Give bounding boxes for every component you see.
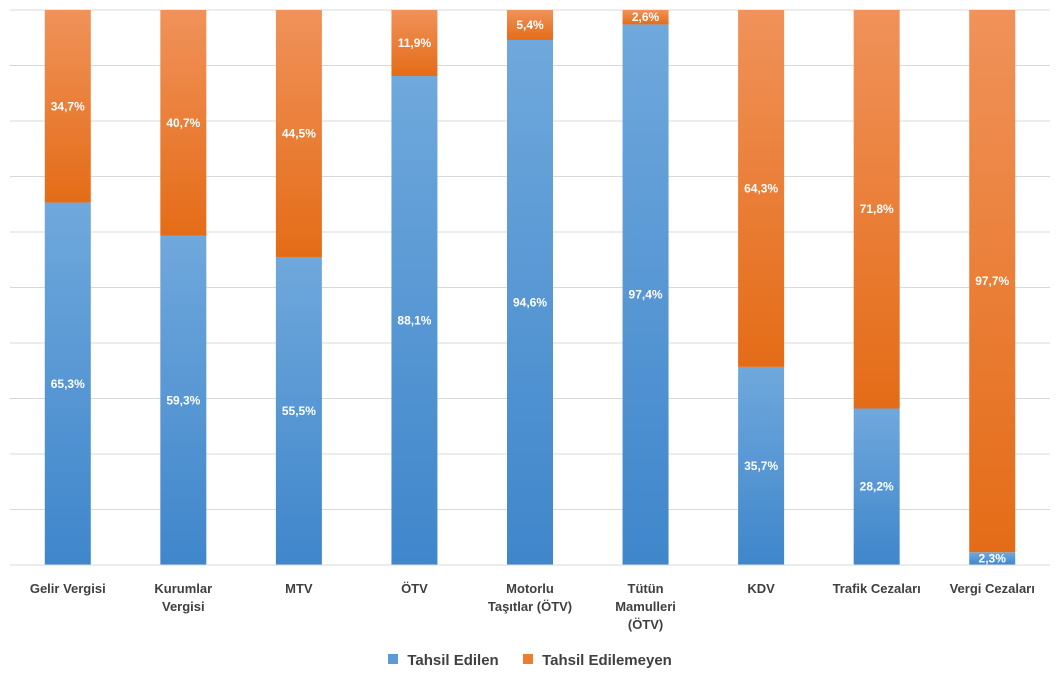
data-label: 2,3%: [979, 552, 1007, 566]
bar-tahsil-edilemeyen: [969, 10, 1016, 553]
data-label: 5,4%: [516, 18, 544, 32]
data-label: 65,3%: [51, 377, 85, 391]
bar-tahsil-edilen: [969, 552, 1016, 565]
category-label: Vergisi: [162, 599, 205, 614]
data-label: 11,9%: [398, 36, 432, 50]
bar-tahsil-edilemeyen: [160, 10, 207, 236]
bar-tahsil-edilemeyen: [391, 10, 438, 77]
bar-tahsil-edilen: [622, 24, 669, 566]
data-label: 40,7%: [166, 116, 200, 130]
data-label: 64,3%: [744, 181, 778, 195]
category-label: Taşıtlar (ÖTV): [488, 599, 572, 614]
category-label: Tütün: [628, 581, 664, 596]
category-labels: Gelir Vergisi Kurumlar Vergisi MTV ÖTV Motorl…: [30, 581, 1035, 632]
bar-tahsil-edilen: [391, 76, 438, 566]
category-label: Trafik Cezaları: [833, 581, 921, 596]
bar-tahsil-edilemeyen: [853, 10, 900, 409]
legend-label-tahsil-edilen: Tahsil Edilen: [407, 652, 499, 669]
legend-item-tahsil-edilemeyen: Tahsil Edilemeyen: [522, 652, 672, 669]
data-label: 71,8%: [860, 202, 894, 216]
category-label: Motorlu: [506, 581, 554, 596]
bar-tahsil-edilemeyen: [507, 10, 553, 40]
data-label: 44,5%: [282, 126, 316, 140]
category-label: MTV: [285, 581, 313, 596]
category-label: ÖTV: [401, 581, 428, 596]
data-label: 55,5%: [282, 404, 316, 418]
data-label: 35,7%: [744, 459, 778, 473]
bar-tahsil-edilen: [738, 366, 785, 565]
bar-tahsil-edilen: [853, 408, 900, 565]
legend-swatch-blue: [388, 654, 399, 664]
data-label: 94,6%: [513, 295, 547, 309]
legend: Tahsil Edilen Tahsil Edilemeyen: [0, 652, 1060, 669]
category-label: Mamulleri: [615, 599, 676, 614]
legend-label-tahsil-edilemeyen: Tahsil Edilemeyen: [542, 652, 672, 669]
bar-tahsil-edilen: [275, 256, 322, 565]
bar-tahsil-edilen: [507, 39, 553, 566]
bar-tahsil-edilemeyen: [44, 10, 91, 203]
category-label: KDV: [747, 581, 775, 596]
data-label: 59,3%: [166, 393, 200, 407]
data-label: 2,6%: [632, 10, 660, 24]
category-label: Gelir Vergisi: [30, 581, 106, 596]
legend-swatch-orange: [522, 654, 533, 664]
bar-tahsil-edilen: [160, 235, 207, 565]
data-label: 97,7%: [975, 274, 1009, 288]
bar-tahsil-edilen: [44, 202, 91, 565]
bar-tahsil-edilemeyen: [622, 10, 669, 25]
category-label: (ÖTV): [628, 617, 663, 632]
category-label: Kurumlar: [154, 581, 212, 596]
bars: [44, 10, 1016, 566]
data-label: 97,4%: [629, 288, 663, 302]
data-label: 34,7%: [51, 99, 85, 113]
data-label: 28,2%: [860, 480, 894, 494]
legend-item-tahsil-edilen: Tahsil Edilen: [388, 652, 499, 669]
bar-tahsil-edilemeyen: [738, 10, 785, 367]
data-labels: 65,3% 34,7% 59,3% 40,7% 55,5% 44,5% 88,1% 11,9%…: [51, 10, 1010, 565]
category-label: Vergi Cezaları: [950, 581, 1035, 596]
data-label: 88,1%: [397, 314, 431, 328]
bar-tahsil-edilemeyen: [275, 10, 322, 257]
